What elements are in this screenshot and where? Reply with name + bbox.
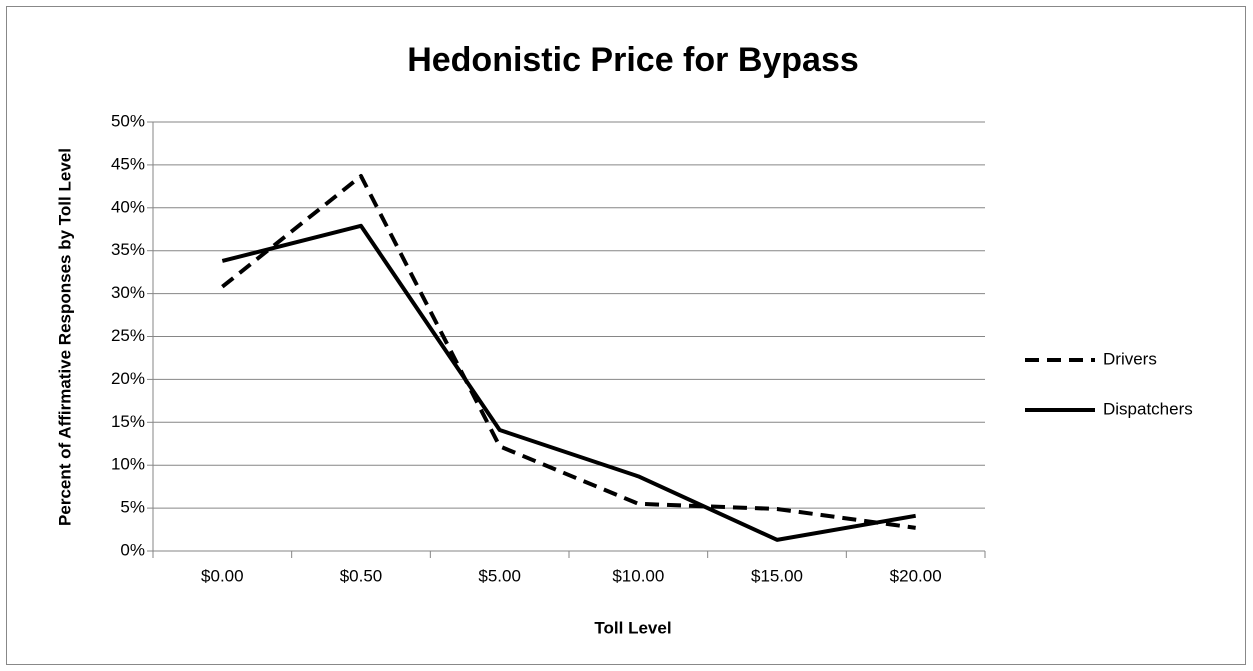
y-tick-label: 30%: [111, 283, 145, 302]
x-axis-title: Toll Level: [594, 618, 671, 637]
y-tick-label: 25%: [111, 326, 145, 345]
y-tick-label: 45%: [111, 154, 145, 173]
x-tick-label: $0.50: [340, 566, 383, 585]
line-series: [221, 223, 917, 542]
x-tick-label: $10.00: [612, 566, 664, 585]
x-tick-label: $5.00: [478, 566, 521, 585]
x-tick-label: $20.00: [890, 566, 942, 585]
legend-label: Dispatchers: [1103, 399, 1193, 418]
x-tick-label: $0.00: [201, 566, 244, 585]
y-tick-label: 0%: [120, 540, 145, 559]
y-axis-title: Percent of Affirmative Responses by Toll…: [55, 148, 74, 526]
chart-title: Hedonistic Price for Bypass: [407, 41, 859, 79]
y-tick-label: 50%: [111, 111, 145, 130]
y-tick-label: 5%: [120, 498, 145, 517]
y-tick-label: 10%: [111, 455, 145, 474]
y-tick-label: 15%: [111, 412, 145, 431]
line-series: [221, 174, 916, 530]
x-tick-label: $15.00: [751, 566, 803, 585]
y-tick-label: 35%: [111, 240, 145, 259]
legend-label: Drivers: [1103, 349, 1157, 368]
chart-border: [6, 6, 1246, 665]
y-tick-label: 20%: [111, 369, 145, 388]
y-tick-label: 40%: [111, 197, 145, 216]
